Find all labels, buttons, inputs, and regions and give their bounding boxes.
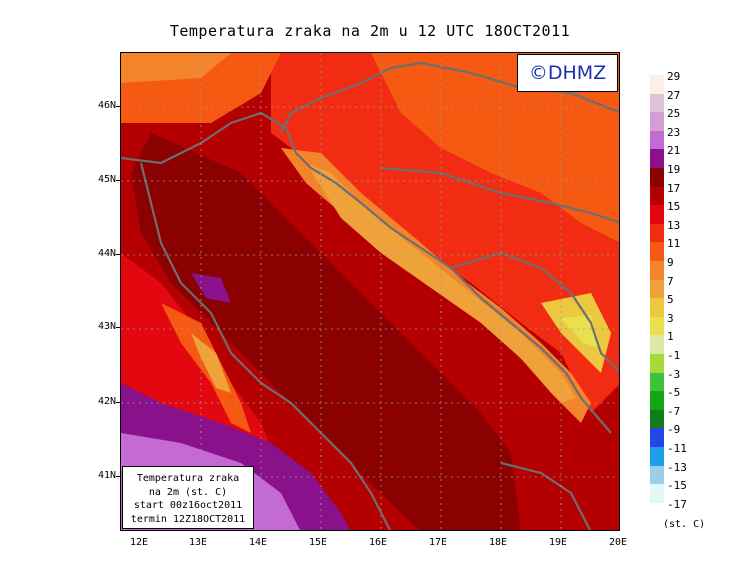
legend-swatch bbox=[650, 465, 664, 485]
info-line-4: termin 12Z18OCT2011 bbox=[130, 513, 246, 525]
legend-label: 27 bbox=[667, 88, 681, 102]
legend-label: -17 bbox=[667, 497, 687, 511]
legend-swatch bbox=[650, 149, 664, 169]
info-box: Temperatura zraka na 2m (st. C) start 00… bbox=[122, 466, 254, 529]
legend-label: -11 bbox=[667, 442, 687, 455]
legend-label: 13 bbox=[667, 218, 681, 232]
legend-label: 29 bbox=[667, 70, 681, 83]
y-tick-label: 44N bbox=[97, 248, 116, 259]
temperature-map bbox=[120, 52, 620, 531]
x-tick-label: 13E bbox=[188, 537, 208, 548]
dhmz-logo: ©DHMZ bbox=[517, 54, 618, 92]
y-tick-label: 41N bbox=[97, 470, 116, 481]
legend-swatch bbox=[650, 391, 664, 411]
legend-label: -9 bbox=[667, 423, 681, 437]
legend-swatch bbox=[650, 261, 664, 281]
legend-label: -5 bbox=[667, 386, 681, 400]
y-tick-label: 43N bbox=[97, 321, 116, 332]
legend-swatch bbox=[650, 130, 664, 150]
legend-swatch bbox=[650, 354, 664, 374]
legend-label: 21 bbox=[667, 144, 681, 158]
legend-label: 23 bbox=[667, 125, 681, 139]
legend-swatch bbox=[650, 93, 664, 113]
info-line-2: na 2m (st. C) bbox=[148, 486, 228, 498]
legend-label: -1 bbox=[667, 349, 681, 362]
y-tickmark bbox=[116, 476, 120, 477]
x-tick-label: 19E bbox=[548, 537, 568, 548]
legend-swatch bbox=[650, 75, 664, 95]
legend-swatch bbox=[650, 335, 664, 355]
field-9-nw bbox=[121, 53, 231, 83]
temperature-field bbox=[121, 53, 619, 530]
legend-swatch bbox=[650, 112, 664, 132]
y-tick-label: 46N bbox=[97, 100, 116, 111]
legend-label: 17 bbox=[667, 181, 681, 195]
legend-label: 15 bbox=[667, 200, 681, 214]
info-line-1: Temperatura zraka bbox=[136, 473, 240, 484]
y-tickmark bbox=[116, 254, 120, 255]
field-21-small bbox=[191, 273, 231, 303]
legend-swatch bbox=[650, 484, 664, 504]
legend-swatch bbox=[650, 186, 664, 206]
legend-label: -15 bbox=[667, 479, 687, 493]
map-title: Temperatura zraka na 2m u 12 UTC 18OCT20… bbox=[169, 22, 571, 40]
info-line-3: start 00z16oct2011 bbox=[133, 500, 243, 511]
legend-swatch bbox=[650, 316, 664, 336]
x-tick-label: 20E bbox=[608, 537, 628, 548]
legend-units: (st. C) bbox=[663, 519, 706, 530]
legend-label: 5 bbox=[667, 293, 674, 307]
y-tickmark bbox=[116, 106, 120, 107]
legend-swatch bbox=[650, 168, 664, 188]
x-tick-label: 17E bbox=[428, 537, 448, 548]
legend-swatch bbox=[650, 372, 664, 392]
legend-swatch bbox=[650, 223, 664, 243]
legend-swatch bbox=[650, 502, 664, 522]
legend-label: -3 bbox=[667, 367, 681, 381]
legend-label: 19 bbox=[667, 163, 681, 176]
x-tick-label: 12E bbox=[129, 537, 149, 548]
field-19 bbox=[131, 133, 521, 530]
legend-label: -7 bbox=[667, 404, 681, 418]
legend-swatch bbox=[650, 447, 664, 467]
legend-swatch bbox=[650, 409, 664, 429]
legend-swatch bbox=[650, 242, 664, 262]
legend-label: -13 bbox=[667, 460, 687, 474]
x-tick-label: 14E bbox=[248, 537, 268, 548]
y-tickmark bbox=[116, 180, 120, 181]
x-tick-label: 18E bbox=[488, 537, 508, 548]
y-tick-label: 42N bbox=[97, 396, 116, 407]
legend-swatch bbox=[650, 279, 664, 299]
y-tick-label: 45N bbox=[97, 174, 116, 185]
legend-label: 7 bbox=[667, 274, 674, 288]
x-tick-label: 16E bbox=[368, 537, 388, 548]
gridlines bbox=[121, 53, 619, 530]
field-11 bbox=[371, 53, 619, 242]
legend-label: 11 bbox=[667, 237, 681, 251]
y-tickmark bbox=[116, 402, 120, 403]
x-tick-label: 15E bbox=[308, 537, 328, 548]
y-tickmark bbox=[116, 327, 120, 328]
legend-label: 9 bbox=[667, 256, 674, 269]
legend-label: 3 bbox=[667, 311, 674, 325]
legend-swatch bbox=[650, 428, 664, 448]
legend-label: 25 bbox=[667, 107, 681, 121]
legend-swatch bbox=[650, 298, 664, 318]
legend-label: 1 bbox=[667, 330, 674, 344]
legend-swatch bbox=[650, 205, 664, 225]
